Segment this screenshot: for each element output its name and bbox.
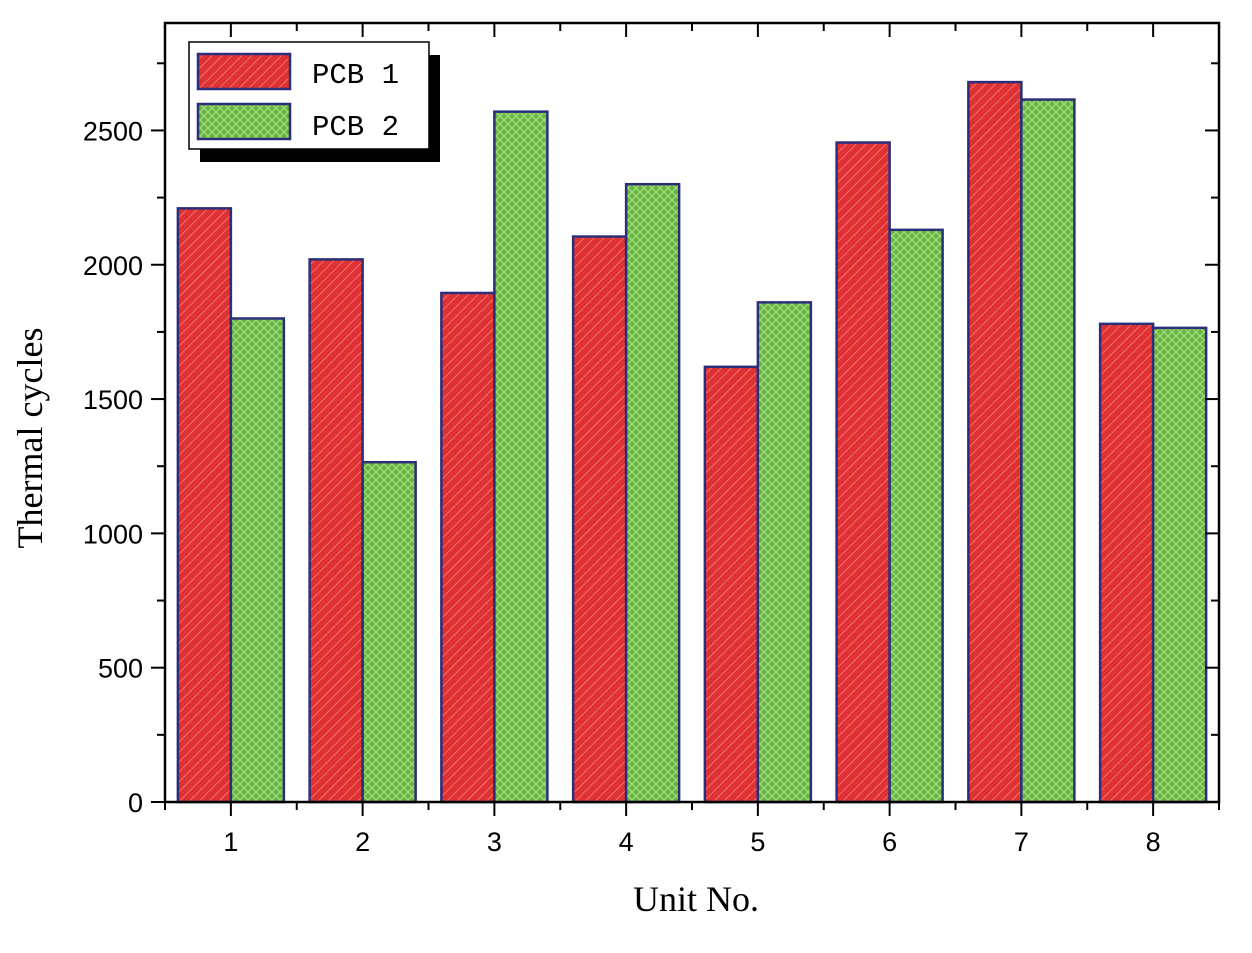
legend: PCB 1 PCB 2 xyxy=(188,41,440,162)
bar-pcb-2-unit-1 xyxy=(229,317,286,804)
x-tick-label: 4 xyxy=(619,827,634,857)
bar-pcb-1-unit-7 xyxy=(967,80,1023,804)
y-tick-label: 2000 xyxy=(83,251,143,281)
y-tick-label: 1000 xyxy=(83,519,143,549)
bar-pcb-2-unit-2 xyxy=(361,460,417,804)
legend-label-pcb-1: PCB 1 xyxy=(312,59,399,92)
bar-pcb-2-unit-4 xyxy=(624,182,681,804)
bar-pcb-2-unit-6 xyxy=(888,228,944,804)
ticks-layer: 0 500 1000 1500 2000 2500 1 2 3 4 5 6 7 8 xyxy=(83,23,1220,857)
x-tick-label: 3 xyxy=(487,827,502,857)
legend-label-pcb-2: PCB 2 xyxy=(312,111,399,144)
bar-pcb-1-unit-6 xyxy=(835,141,891,804)
x-tick-label: 8 xyxy=(1146,827,1161,857)
x-tick-label: 7 xyxy=(1014,827,1029,857)
bars-layer xyxy=(176,80,1208,804)
bar-pcb-2-unit-5 xyxy=(756,301,813,804)
x-tick-label: 2 xyxy=(355,827,370,857)
y-tick-label: 1500 xyxy=(83,385,143,415)
y-tick-label: 0 xyxy=(128,788,143,818)
bar-pcb-2-unit-3 xyxy=(493,110,549,804)
plot-frame xyxy=(163,21,1221,804)
bar-pcb-2-unit-8 xyxy=(1151,326,1208,804)
legend-swatch-pcb-2 xyxy=(196,102,292,141)
x-axis-title: Unit No. xyxy=(633,879,759,919)
legend-swatch-pcb-1 xyxy=(196,52,292,91)
y-tick-label: 2500 xyxy=(83,116,143,146)
bar-pcb-1-unit-5 xyxy=(703,365,760,804)
bar-pcb-1-unit-8 xyxy=(1098,322,1155,804)
bar-pcb-1-unit-2 xyxy=(308,258,364,804)
y-tick-label: 500 xyxy=(98,654,143,684)
x-tick-label: 6 xyxy=(882,827,897,857)
bar-pcb-1-unit-1 xyxy=(176,207,233,804)
x-tick-label: 5 xyxy=(750,827,765,857)
bar-pcb-1-unit-3 xyxy=(440,291,496,804)
bar-pcb-2-unit-7 xyxy=(1020,98,1076,804)
y-axis-title: Thermal cycles xyxy=(10,328,50,549)
bar-pcb-1-unit-4 xyxy=(571,235,628,804)
x-tick-label: 1 xyxy=(223,827,238,857)
